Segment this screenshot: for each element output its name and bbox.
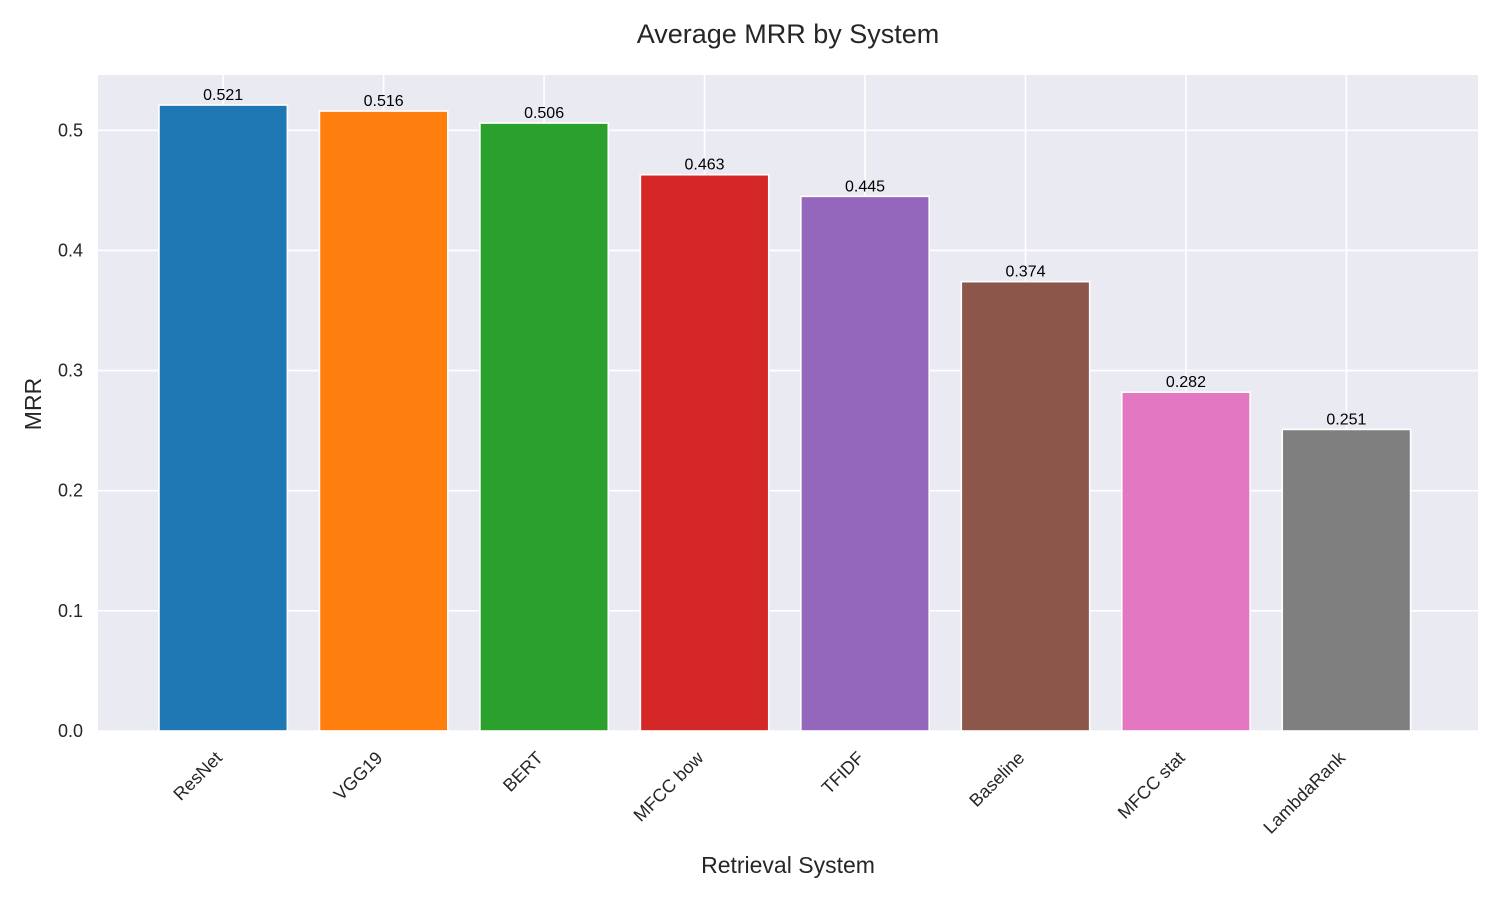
data-label: 0.463 bbox=[685, 157, 725, 174]
chart-title: Average MRR by System bbox=[637, 19, 940, 49]
x-tick-label: ResNet bbox=[169, 748, 226, 805]
x-tick-label: Baseline bbox=[965, 748, 1028, 811]
y-tick-label: 0.5 bbox=[58, 120, 83, 140]
bar-mfcc-stat bbox=[1120, 391, 1251, 732]
y-tick-label: 0.4 bbox=[58, 240, 83, 260]
x-axis-label: Retrieval System bbox=[701, 852, 875, 878]
bar-bert bbox=[479, 122, 610, 732]
y-tick-label: 0.3 bbox=[58, 361, 83, 381]
x-tick-label: LambdaRank bbox=[1259, 747, 1350, 838]
bars bbox=[158, 104, 1412, 732]
bar-tfidf bbox=[800, 195, 931, 732]
x-tick-label: BERT bbox=[499, 748, 547, 796]
data-labels: 0.521 0.516 0.506 0.463 0.445 0.374 0.282 0.251 bbox=[203, 87, 1366, 428]
y-tick-label: 0.2 bbox=[58, 481, 83, 501]
bar-vgg19 bbox=[318, 110, 449, 732]
bar-lambdarank bbox=[1281, 428, 1412, 732]
data-label: 0.282 bbox=[1166, 374, 1206, 391]
x-tick-label: MFCC stat bbox=[1114, 748, 1189, 823]
plot-area bbox=[98, 75, 1478, 731]
data-label: 0.374 bbox=[1005, 264, 1045, 281]
y-axis-ticks: 0.0 0.1 0.2 0.3 0.4 0.5 bbox=[58, 120, 83, 741]
bar-baseline bbox=[960, 280, 1091, 732]
data-label: 0.251 bbox=[1326, 411, 1366, 428]
x-tick-label: TFIDF bbox=[818, 748, 868, 798]
x-axis-ticks: ResNet VGG19 BERT MFCC bow TFIDF Baseline MFCC… bbox=[169, 747, 1350, 838]
y-axis-label: MRR bbox=[20, 378, 46, 430]
y-tick-label: 0.0 bbox=[58, 721, 83, 741]
data-label: 0.506 bbox=[524, 105, 564, 122]
bar-resnet bbox=[158, 104, 289, 732]
x-tick-label: MFCC bow bbox=[630, 747, 708, 825]
bar-mfcc-bow bbox=[639, 173, 770, 732]
data-label: 0.445 bbox=[845, 178, 885, 195]
data-label: 0.521 bbox=[203, 87, 243, 104]
y-tick-label: 0.1 bbox=[58, 601, 83, 621]
x-tick-label: VGG19 bbox=[330, 748, 387, 805]
data-label: 0.516 bbox=[364, 93, 404, 110]
